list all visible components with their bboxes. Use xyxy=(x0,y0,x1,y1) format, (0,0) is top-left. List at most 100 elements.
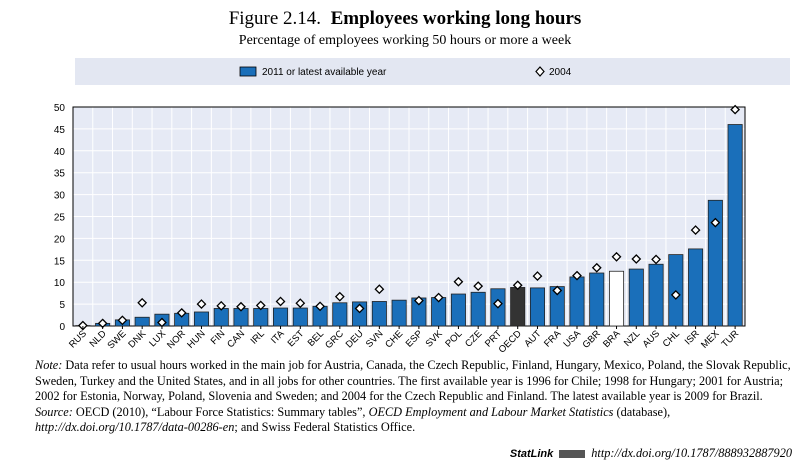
legend-label: 2011 or latest available year xyxy=(262,67,387,78)
marker-2004-FRA xyxy=(552,285,563,296)
marker-2004-GBR xyxy=(591,262,602,273)
statlink-logo-icon xyxy=(559,450,586,459)
y-tick-label: 25 xyxy=(54,213,66,224)
bar-DNK xyxy=(134,316,150,327)
x-tick-label: NOR xyxy=(165,328,188,351)
marker-2004-AUT xyxy=(532,271,543,281)
bar-ITA xyxy=(273,307,289,327)
source-text: (database), xyxy=(616,404,671,419)
marker-2004-CHL xyxy=(670,289,681,300)
marker-2004-GRC xyxy=(334,291,345,302)
x-tick-label: FIN xyxy=(209,328,228,347)
statlink: StatLink http://dx.doi.org/10.1787/888932… xyxy=(510,446,792,461)
marker-2004-POL xyxy=(453,276,464,287)
y-tick-label: 40 xyxy=(54,147,66,158)
x-tick-label: TUR xyxy=(720,328,742,350)
source-link[interactable]: http://dx.doi.org/10.1787/data-00286-en xyxy=(35,420,235,434)
x-tick-label: AUS xyxy=(641,328,663,350)
legend xyxy=(75,58,790,85)
x-tick-label: SWE xyxy=(105,328,128,351)
x-tick-label: OECD xyxy=(497,328,524,355)
x-tick-label: NLD xyxy=(88,328,109,349)
bar-FIN xyxy=(213,308,229,327)
bar-USA xyxy=(569,276,585,327)
x-tick-label: HUN xyxy=(185,328,207,350)
y-tick-label: 50 xyxy=(54,103,66,114)
bar-NZL xyxy=(628,268,644,327)
x-tick-label: GRC xyxy=(323,328,346,351)
marker-2004-USA xyxy=(572,270,582,281)
y-tick-label: 45 xyxy=(54,125,66,136)
x-tick-label: SVK xyxy=(424,328,446,350)
bar-AUT xyxy=(529,287,545,327)
bar-IRL xyxy=(253,308,269,327)
marker-2004-TUR xyxy=(730,104,741,115)
figure-subtitle: Percentage of employees working 50 hours… xyxy=(238,33,572,48)
bar-EST xyxy=(292,307,308,327)
x-tick-label: EST xyxy=(286,328,307,349)
plot-frame xyxy=(72,106,746,327)
marker-2004-AUS xyxy=(651,254,661,265)
marker-2004-SWE xyxy=(117,315,128,326)
bar-HUN xyxy=(193,311,209,327)
x-tick-label: CZE xyxy=(463,328,484,349)
x-tick-label: BEL xyxy=(306,328,326,348)
marker-2004-PRT xyxy=(493,298,503,309)
title-text: Employees working long hours xyxy=(330,8,582,29)
bar-OECD xyxy=(510,287,526,327)
marker-2004-NZL xyxy=(631,254,642,264)
marker-2004-BEL xyxy=(315,301,325,312)
y-tick-label: 35 xyxy=(54,169,66,180)
legend-diamond-swatch xyxy=(535,66,545,77)
source-label: Source: xyxy=(35,404,73,419)
x-tick-label: ISR xyxy=(683,328,702,347)
bar-AUS xyxy=(648,263,664,327)
x-tick-label: RUS xyxy=(67,328,89,350)
x-tick-label: GBR xyxy=(581,328,603,350)
marker-2004-HUN xyxy=(196,299,207,310)
marker-2004-DEU xyxy=(354,303,365,314)
y-tick-label: 20 xyxy=(54,234,66,245)
x-tick-label: BRA xyxy=(601,328,623,350)
x-tick-label: IRL xyxy=(249,328,267,346)
x-tick-label: DEU xyxy=(344,328,366,350)
marker-2004-SVK xyxy=(433,292,444,303)
source-paragraph: Source: OECD (2010), “Labour Force Stati… xyxy=(35,405,795,436)
bar-BRA xyxy=(609,270,625,327)
x-tick-label: AUT xyxy=(522,328,543,349)
marker-2004-NOR xyxy=(176,307,187,318)
x-tick-label: ITA xyxy=(269,328,287,346)
source-text: OECD (2010), “Labour Force Statistics: S… xyxy=(75,404,366,419)
y-tick-label: 30 xyxy=(54,191,66,202)
y-tick-label: 10 xyxy=(54,278,66,289)
x-tick-label: CHE xyxy=(383,328,405,350)
statlink-label: StatLink xyxy=(509,448,554,460)
legend-bar-swatch xyxy=(239,66,257,77)
marker-2004-IRL xyxy=(255,300,266,311)
note-label: Note: xyxy=(35,358,63,372)
bar-TUR xyxy=(727,124,743,327)
statlink-url[interactable]: http://dx.doi.org/10.1787/888932887920 xyxy=(591,446,792,460)
notes: Note: Data refer to usual hours worked i… xyxy=(35,358,795,436)
bar-GBR xyxy=(589,272,605,327)
x-tick-label: FRA xyxy=(542,328,564,350)
bar-chart: 2011 or latest available year 20040510152… xyxy=(54,58,790,355)
marker-2004-SVN xyxy=(374,284,385,295)
marker-2004-ISR xyxy=(690,225,701,235)
marker-2004-FIN xyxy=(216,300,227,311)
x-tick-label: NZL xyxy=(622,328,642,348)
bar-SVN xyxy=(371,301,387,327)
bar-POL xyxy=(450,293,466,327)
x-tick-label: USA xyxy=(562,328,584,350)
bar-CHE xyxy=(391,299,407,327)
x-tick-label: MEX xyxy=(699,328,722,351)
marker-2004-DNK xyxy=(137,297,148,308)
marker-2004-MEX xyxy=(710,217,721,228)
bar-CZE xyxy=(470,291,486,327)
figure-label: Figure 2.14. xyxy=(228,8,322,29)
marker-2004-OECD xyxy=(512,280,523,291)
marker-2004-BRA xyxy=(611,251,622,262)
x-tick-label: LUX xyxy=(147,328,168,349)
x-tick-label: CHL xyxy=(661,328,682,349)
marker-2004-ITA xyxy=(275,296,286,307)
